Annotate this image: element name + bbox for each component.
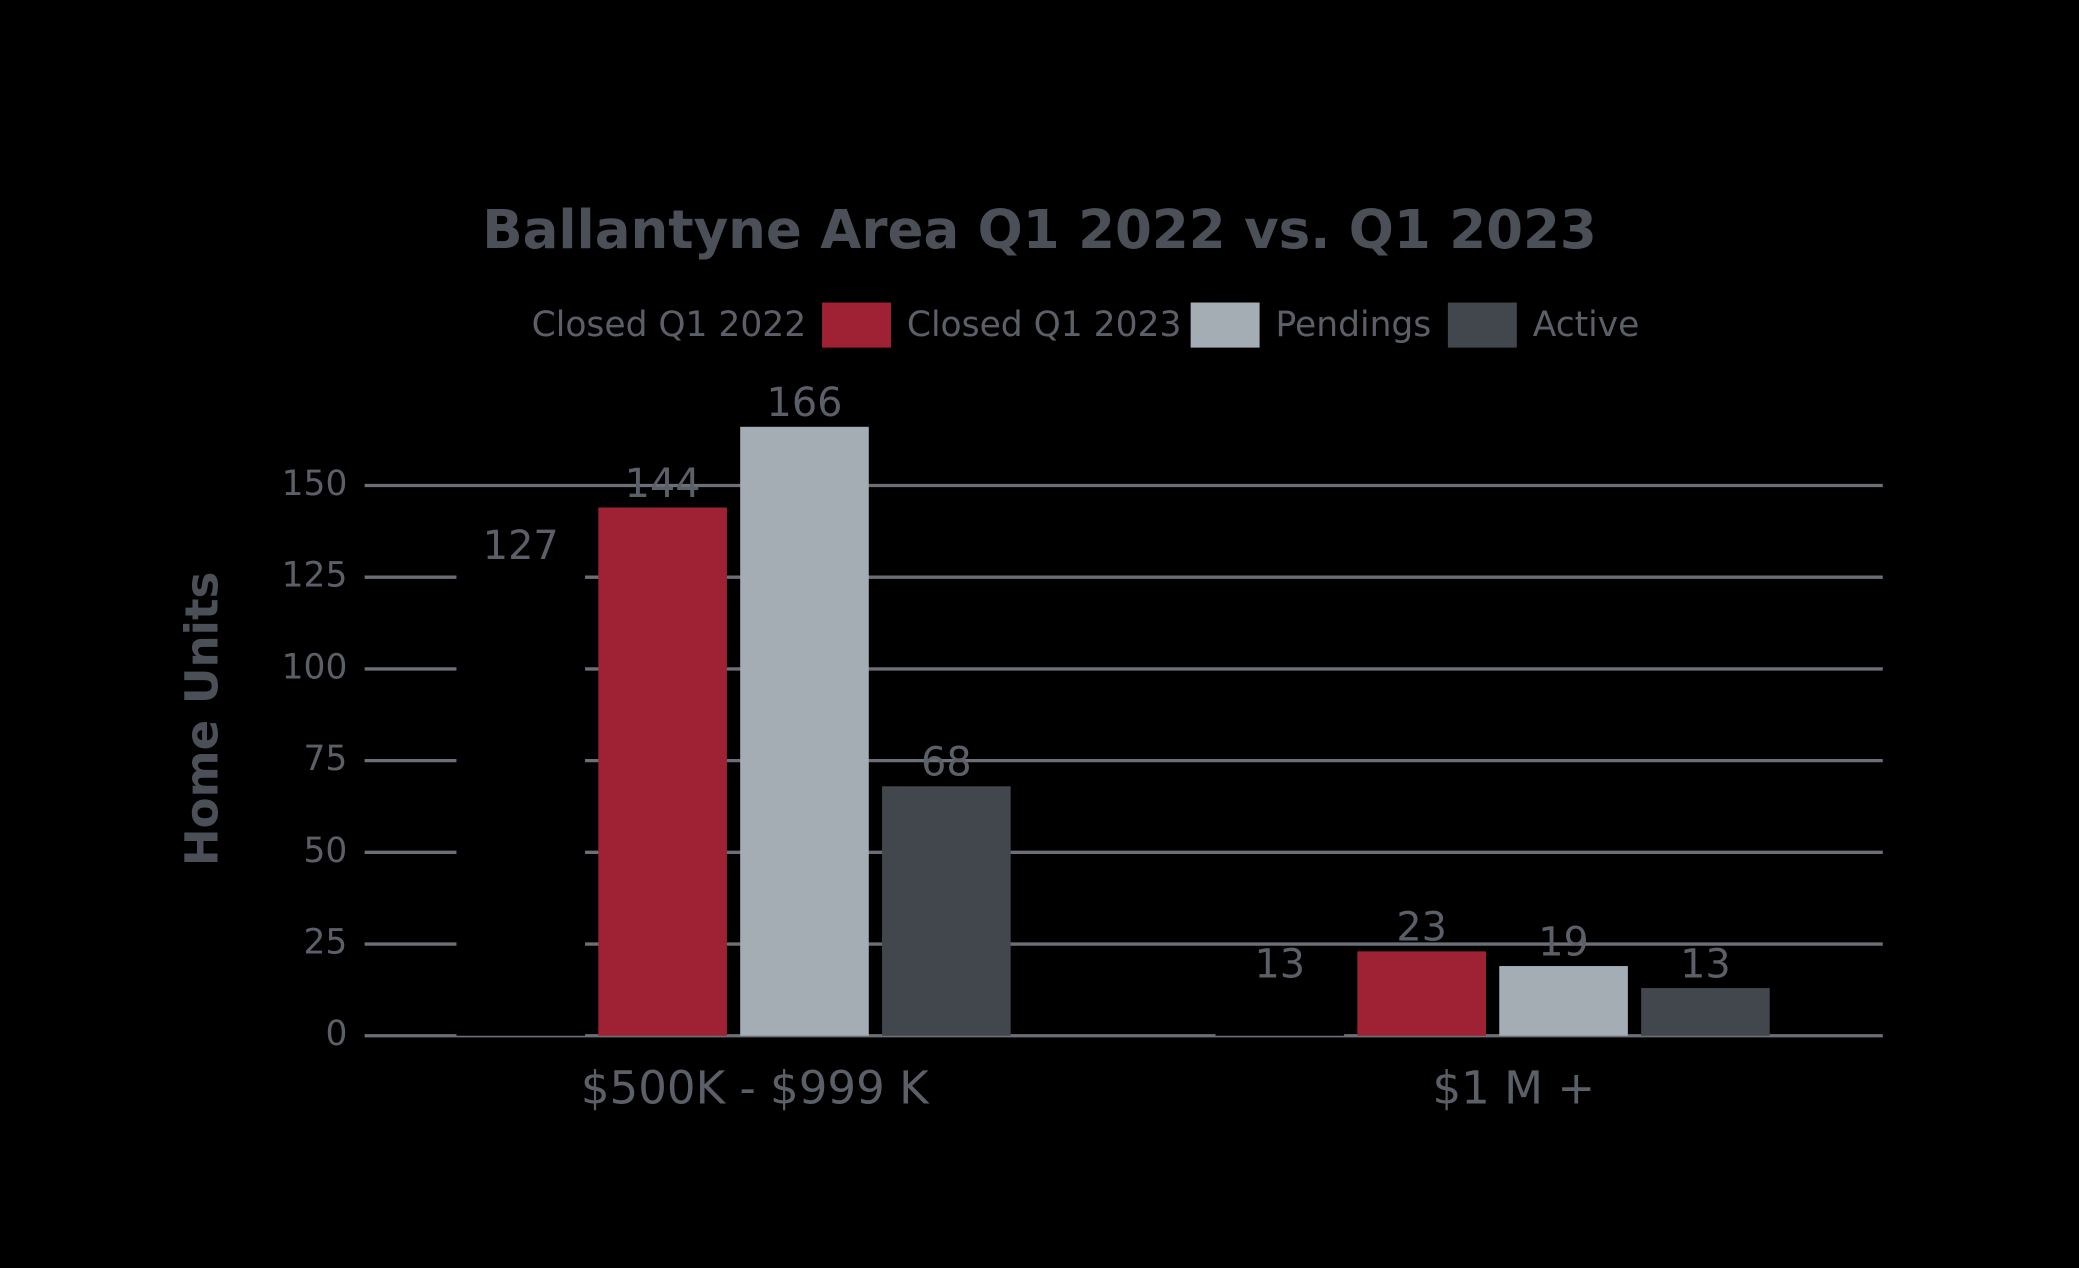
legend-label: Closed Q1 2022 xyxy=(532,305,806,345)
y-tick-label: 150 xyxy=(282,464,348,504)
y-tick-label: 25 xyxy=(304,923,348,963)
data-label: 68 xyxy=(921,740,972,786)
bar xyxy=(882,786,1011,1036)
legend-swatch xyxy=(822,302,891,348)
data-label: 23 xyxy=(1396,905,1447,951)
bar xyxy=(1215,988,1345,1036)
y-tick-label: 100 xyxy=(282,647,348,687)
bar xyxy=(456,569,586,1036)
data-label: 127 xyxy=(483,523,559,569)
bar xyxy=(740,426,869,1036)
data-label: 166 xyxy=(767,380,843,426)
y-axis-label: Home Units xyxy=(176,572,229,866)
y-tick-label: 0 xyxy=(325,1014,347,1054)
y-tick-label: 50 xyxy=(304,831,348,871)
legend-label: Pendings xyxy=(1276,305,1432,345)
x-tick-label: $500K - $999 K xyxy=(581,1061,930,1114)
bar xyxy=(598,507,727,1036)
x-tick-label: $1 M + xyxy=(1432,1061,1595,1114)
legend-swatch xyxy=(1447,302,1517,348)
y-tick-label: 75 xyxy=(304,739,348,779)
data-label: 144 xyxy=(625,461,701,507)
chart-title: Ballantyne Area Q1 2022 vs. Q1 2023 xyxy=(482,199,1597,261)
data-label: 13 xyxy=(1255,941,1306,987)
data-label: 19 xyxy=(1538,919,1589,965)
bar xyxy=(1357,951,1486,1036)
legend-label: Active xyxy=(1533,305,1640,345)
legend-label: Closed Q1 2023 xyxy=(907,305,1181,345)
y-tick-label: 125 xyxy=(282,556,348,596)
bar xyxy=(1499,966,1628,1036)
data-label: 13 xyxy=(1680,941,1731,987)
bar xyxy=(1641,988,1770,1036)
legend-swatch xyxy=(1190,302,1260,348)
